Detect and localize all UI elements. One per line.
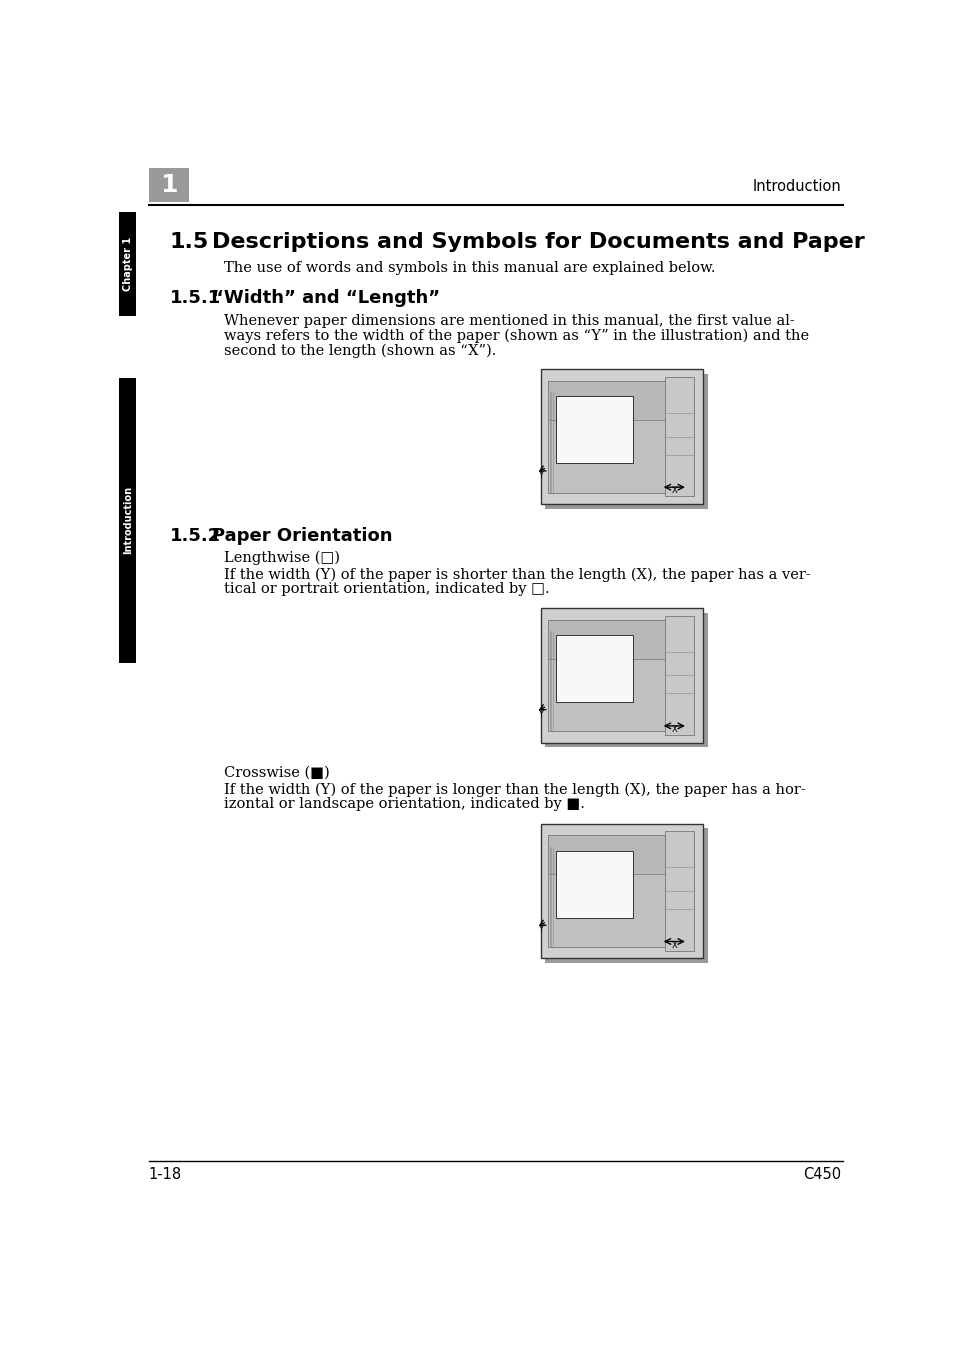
Bar	[545, 375, 707, 508]
Bar	[545, 829, 707, 963]
Bar	[540, 823, 702, 959]
Bar	[556, 635, 632, 702]
Text: Introduction: Introduction	[752, 180, 841, 195]
Text: C450: C450	[802, 1167, 841, 1182]
Text: ways refers to the width of the paper (shown as “Y” in the illustration) and the: ways refers to the width of the paper (s…	[224, 329, 808, 343]
Bar	[548, 381, 687, 492]
Text: “Width” and “Length”: “Width” and “Length”	[212, 289, 440, 307]
Bar	[664, 831, 694, 950]
Text: 1.5: 1.5	[170, 231, 209, 251]
Text: The use of words and symbols in this manual are explained below.: The use of words and symbols in this man…	[224, 261, 715, 274]
Text: Descriptions and Symbols for Documents and Paper: Descriptions and Symbols for Documents a…	[212, 231, 864, 251]
Text: X: X	[671, 725, 677, 734]
Bar	[540, 369, 702, 504]
Bar	[548, 381, 687, 420]
Bar	[548, 836, 687, 946]
Text: If the width (Y) of the paper is shorter than the length (X), the paper has a ve: If the width (Y) of the paper is shorter…	[224, 568, 810, 581]
Bar	[545, 612, 707, 748]
Text: X: X	[671, 941, 677, 949]
Bar	[556, 396, 632, 464]
Bar	[540, 608, 702, 742]
Text: Whenever paper dimensions are mentioned in this manual, the first value al-: Whenever paper dimensions are mentioned …	[224, 314, 794, 329]
Text: 1.5.2: 1.5.2	[170, 527, 221, 545]
Bar	[548, 619, 687, 658]
Text: X: X	[671, 487, 677, 495]
Bar	[556, 850, 632, 918]
Bar	[548, 836, 687, 875]
Text: 1.5.1: 1.5.1	[170, 289, 221, 307]
Bar	[664, 615, 694, 735]
Text: second to the length (shown as “X”).: second to the length (shown as “X”).	[224, 343, 496, 357]
Text: 1-18: 1-18	[149, 1167, 182, 1182]
Text: Paper Orientation: Paper Orientation	[212, 527, 393, 545]
Bar	[119, 377, 136, 662]
Text: Lengthwise (□): Lengthwise (□)	[224, 550, 339, 565]
Bar	[119, 212, 136, 316]
Text: Chapter 1: Chapter 1	[123, 237, 132, 291]
Text: Y: Y	[537, 925, 542, 934]
Text: Crosswise (■): Crosswise (■)	[224, 767, 330, 780]
Text: tical or portrait orientation, indicated by □.: tical or portrait orientation, indicated…	[224, 581, 549, 596]
Text: izontal or landscape orientation, indicated by ■.: izontal or landscape orientation, indica…	[224, 798, 584, 811]
Bar	[548, 619, 687, 731]
Bar	[664, 377, 694, 496]
Bar	[149, 169, 189, 203]
Text: Y: Y	[537, 710, 542, 719]
Text: 1: 1	[160, 173, 177, 197]
Text: Introduction: Introduction	[123, 487, 132, 554]
Text: If the width (Y) of the paper is longer than the length (X), the paper has a hor: If the width (Y) of the paper is longer …	[224, 783, 804, 798]
Text: Y: Y	[537, 470, 542, 480]
